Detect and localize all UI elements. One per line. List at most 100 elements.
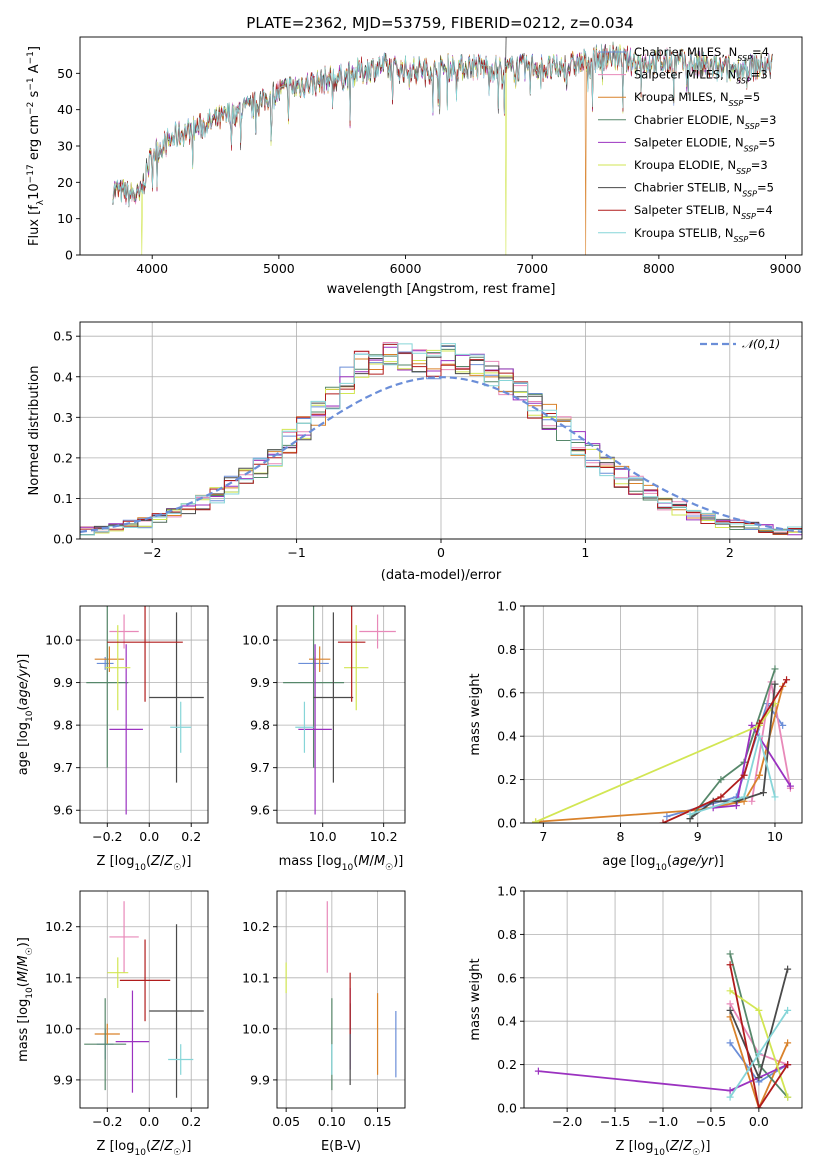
- y-tick-label: 9.6: [53, 803, 73, 818]
- weight-marker: [748, 721, 756, 729]
- y-tick-label: 9.9: [250, 675, 270, 690]
- y-tick-label: 0.5: [53, 329, 73, 344]
- x-tick-label: 10: [767, 829, 783, 844]
- spectrum-plot-area: [112, 37, 773, 255]
- weight-series-kroupa-miles: [532, 682, 787, 823]
- weight-marker: [726, 1093, 734, 1101]
- weight-marker: [686, 810, 694, 818]
- weight-marker: [784, 965, 792, 973]
- weight-series-kroupa-stelib: [726, 1006, 792, 1101]
- mass-vs-Z-axes: −0.2 0.0 0.2 9.9 10.0 10.1 10.2 Z [log10(Z/Z☉)]…: [16, 890, 209, 1158]
- weight-marker: [779, 721, 787, 729]
- x-tick-label: 0: [437, 545, 445, 560]
- weight-marker: [771, 665, 779, 673]
- weight-marker: [532, 818, 540, 823]
- errorbar-point-kroupa-elodie: [344, 625, 369, 711]
- errorbar-point-chabrier-elodie: [86, 606, 129, 768]
- y-tick-label: 0.2: [497, 772, 517, 787]
- age-vs-mass-plot-area: [283, 606, 396, 815]
- weight-marker: [740, 793, 748, 801]
- weight-marker: [784, 1039, 792, 1047]
- x-tick-label: −2.0: [552, 1114, 582, 1129]
- weight-series-kroupa-stelib: [686, 732, 779, 818]
- y-tick-label: 0.4: [497, 729, 517, 744]
- legend-entry-salpeter-miles: Salpeter MILES, NSSP=3: [634, 68, 768, 86]
- errorbar-point-chabrier-stelib: [149, 612, 204, 783]
- errorbar-point-kroupa-stelib: [295, 701, 314, 753]
- y-axis-label: mass weight: [468, 673, 483, 755]
- weight-marker: [717, 793, 725, 801]
- weight-marker: [771, 793, 779, 801]
- y-tick-label: 10.0: [45, 1021, 73, 1036]
- errorbar-point-salpeter-stelib: [337, 606, 366, 702]
- errorbar-point-chabrier-elodie: [84, 998, 127, 1091]
- x-tick-label: 1: [581, 545, 589, 560]
- x-tick-label: −1: [287, 545, 305, 560]
- x-axis-label: wavelength [Angstrom, rest frame]: [327, 282, 556, 297]
- x-tick-label: 8000: [643, 261, 675, 276]
- weight-series-salpeter-stelib: [726, 961, 792, 1108]
- x-tick-label: 8: [617, 829, 625, 844]
- age-vs-Z-plot-area: [86, 606, 204, 815]
- x-axis-label: Z [log10(Z/Z☉)]: [97, 1139, 192, 1158]
- figure-title: PLATE=2362, MJD=53759, FIBERID=0212, z=0…: [246, 14, 633, 32]
- weight-marker: [726, 961, 734, 969]
- y-tick-label: 50: [57, 66, 73, 81]
- y-tick-label: 10.0: [45, 633, 73, 648]
- y-tick-label: 10.1: [45, 970, 73, 985]
- x-tick-label: 7: [539, 829, 547, 844]
- weight-marker: [784, 1093, 792, 1101]
- weight-marker: [726, 1000, 734, 1008]
- x-tick-label: 0.0: [139, 829, 159, 844]
- errorbar-point-kroupa-stelib: [168, 1044, 194, 1075]
- weight-marker: [755, 1104, 763, 1108]
- y-tick-label: 0.2: [53, 450, 73, 465]
- legend-entry-kroupa-stelib: Kroupa STELIB, NSSP=6: [634, 226, 765, 244]
- y-tick-label: 9.8: [250, 718, 270, 733]
- residuals-axes: −2 −1 0 1 2 0.0 0.1 0.2 0.3 0.4 0.5 𝒩(0,1) (data-mod…: [27, 321, 803, 583]
- errorbar-point-kroupa-elodie: [107, 957, 129, 989]
- y-tick-label: 9.9: [250, 1072, 270, 1087]
- x-tick-label: 0.2: [181, 1114, 201, 1129]
- weight-marker: [663, 812, 671, 820]
- x-tick-label: 0.05: [272, 1114, 300, 1129]
- x-tick-label: 7000: [516, 261, 548, 276]
- x-tick-label: 9: [694, 829, 702, 844]
- age-vs-Z-axes: −0.2 0.0 0.2 9.6 9.7 9.8 9.9 10.0 Z [log10(Z/Z☉)…: [16, 605, 209, 873]
- x-tick-label: 4000: [136, 261, 168, 276]
- errorbar-point-salpeter-miles: [109, 614, 139, 649]
- y-axis-label: age [log10(age/yr)]: [16, 654, 35, 776]
- x-tick-label: 10.0: [309, 829, 337, 844]
- y-tick-label: 1.0: [497, 884, 517, 899]
- weight-marker: [659, 819, 667, 823]
- x-tick-label: −1.5: [600, 1114, 630, 1129]
- errorbar-point-salpeter-elodie: [109, 644, 143, 815]
- weight-vs-age-frame: [523, 605, 803, 824]
- spectrum-axes: 4000 5000 6000 7000 8000 9000 0 10 20 30 40 50 wavel…: [26, 36, 803, 297]
- y-tick-label: 0.8: [497, 927, 517, 942]
- spectrum-legend: Chabrier MILES, NSSP=4 Salpeter MILES, NS…: [598, 45, 776, 243]
- weight-marker: [755, 1074, 763, 1082]
- errorbar-point-kroupa-stelib: [170, 701, 192, 753]
- y-tick-label: 10.1: [242, 970, 270, 985]
- y-tick-label: 0.4: [53, 369, 73, 384]
- weight-vs-age-axes: 7 8 9 10 0.0 0.2 0.4 0.6 0.8 1.0 age [log10(age/yr…: [468, 599, 803, 873]
- legend-entry-chabrier-elodie: Chabrier ELODIE, NSSP=3: [634, 113, 776, 131]
- x-tick-label: −2: [143, 545, 161, 560]
- x-tick-label: −0.2: [92, 829, 122, 844]
- x-axis-label: age [log10(age/yr)]: [602, 854, 724, 873]
- x-axis-label: Z [log10(Z/Z☉)]: [616, 1139, 711, 1158]
- errorbar-point-salpeter-elodie: [115, 990, 150, 1093]
- x-axis-label: (data-model)/error: [381, 568, 502, 583]
- errorbar-point-salpeter-stelib: [107, 606, 183, 702]
- x-tick-label: 0.2: [181, 829, 201, 844]
- errorbar-point-salpeter-stelib: [119, 939, 171, 1022]
- legend-entry-normal: 𝒩(0,1): [742, 337, 780, 351]
- x-tick-label: 6000: [390, 261, 422, 276]
- weight-marker: [756, 771, 764, 779]
- weight-marker: [740, 771, 748, 779]
- weight-marker: [726, 1006, 734, 1014]
- weight-marker: [783, 676, 791, 684]
- weight-marker: [755, 1061, 763, 1069]
